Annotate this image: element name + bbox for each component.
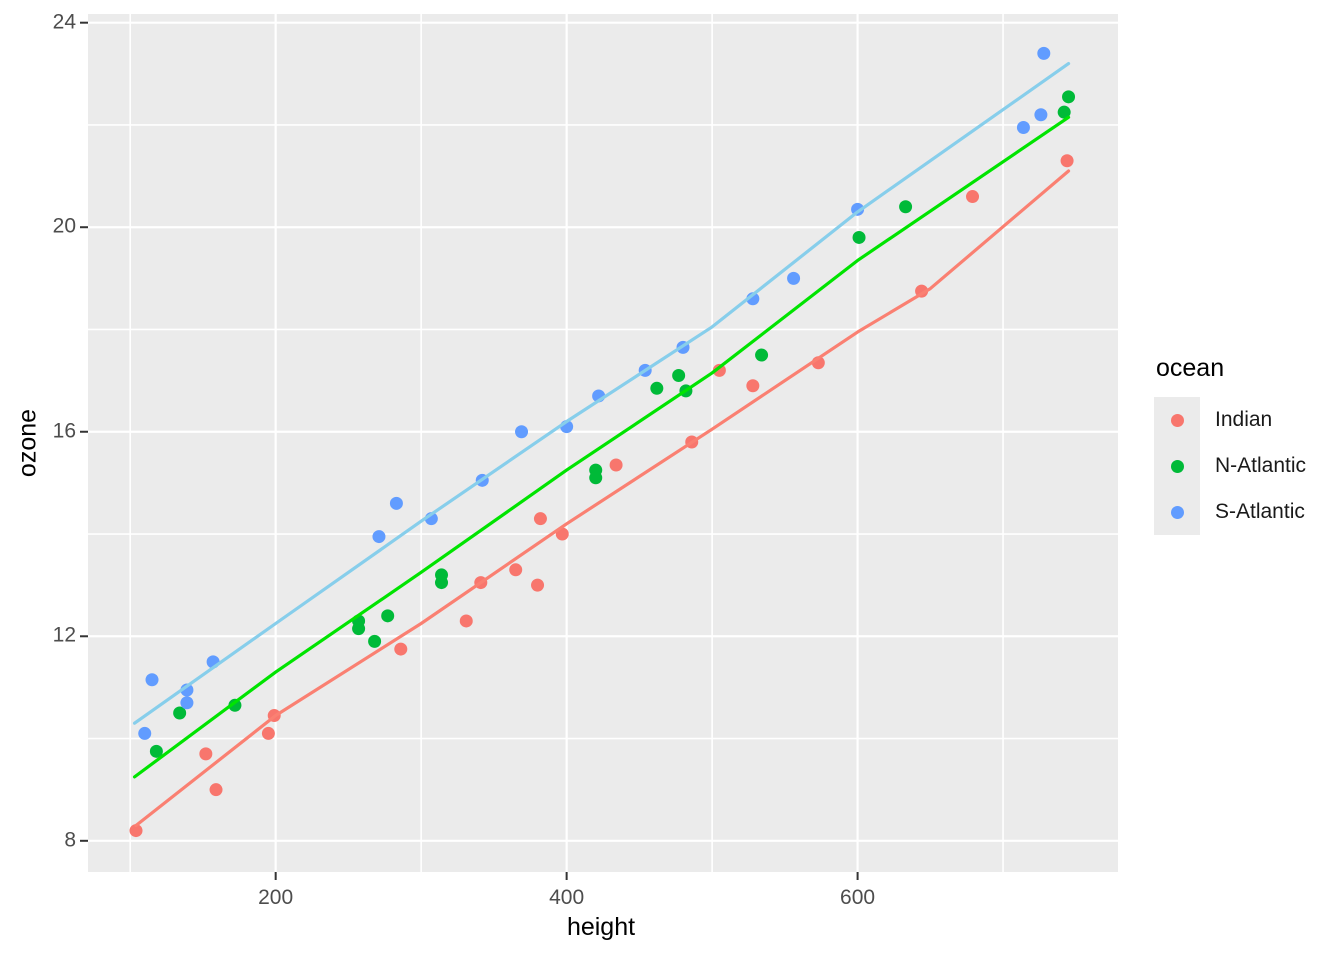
- y-axis-tick-label: 16: [52, 419, 76, 443]
- data-point-indian: [1060, 154, 1074, 168]
- trend-line-s-atlantic: [132, 61, 1071, 725]
- data-point-indian: [746, 379, 760, 393]
- legend: ocean Indian N-Atlantic S-Atlantic: [1154, 354, 1306, 535]
- data-point-s-atlantic: [515, 425, 529, 439]
- data-point-n-atlantic: [1062, 90, 1076, 104]
- data-point-n-atlantic: [650, 381, 664, 395]
- legend-item-n-atlantic: N-Atlantic: [1154, 443, 1306, 489]
- data-point-n-atlantic: [149, 744, 163, 758]
- legend-item-s-atlantic: S-Atlantic: [1154, 489, 1306, 535]
- legend-label: N-Atlantic: [1215, 454, 1307, 477]
- data-point-n-atlantic: [589, 471, 603, 485]
- legend-dot-icon: [1170, 505, 1184, 519]
- data-point-n-atlantic: [1057, 105, 1071, 119]
- y-axis-tick-label: 24: [52, 10, 76, 34]
- legend-label: S-Atlantic: [1215, 500, 1305, 523]
- data-point-indian: [199, 747, 213, 761]
- data-point-indian: [394, 642, 408, 656]
- x-axis-tick-label: 200: [258, 886, 294, 909]
- data-point-n-atlantic: [352, 622, 366, 636]
- legend-dot-icon: [1170, 459, 1184, 473]
- data-point-n-atlantic: [852, 230, 866, 244]
- data-point-indian: [609, 458, 623, 472]
- data-point-indian: [712, 363, 726, 377]
- legend-key: [1154, 397, 1200, 443]
- data-point-s-atlantic: [372, 530, 386, 544]
- data-point-n-atlantic: [173, 706, 187, 720]
- data-point-indian: [533, 512, 547, 526]
- y-axis-tick-label: 12: [52, 623, 76, 647]
- legend-key: [1154, 443, 1200, 489]
- trend-line-indian: [134, 169, 1071, 828]
- data-point-s-atlantic: [787, 271, 801, 285]
- data-point-n-atlantic: [755, 348, 769, 362]
- x-axis-tick-label: 600: [840, 886, 876, 909]
- x-axis-title: height: [566, 913, 636, 941]
- legend-items: Indian N-Atlantic S-Atlantic: [1154, 397, 1306, 535]
- legend-key: [1154, 489, 1200, 535]
- data-point-indian: [209, 783, 223, 797]
- y-axis-tick-label: 20: [52, 214, 76, 238]
- data-point-n-atlantic: [381, 609, 395, 623]
- data-point-indian: [531, 578, 545, 592]
- data-point-indian: [509, 563, 523, 577]
- legend-title: ocean: [1156, 354, 1225, 382]
- data-point-indian: [459, 614, 473, 628]
- legend-dot-icon: [1170, 413, 1184, 427]
- data-point-s-atlantic: [138, 726, 152, 740]
- y-axis-tick-label: 8: [64, 828, 76, 852]
- data-point-s-atlantic: [145, 673, 159, 687]
- data-point-s-atlantic: [1034, 108, 1048, 122]
- data-point-n-atlantic: [368, 634, 382, 648]
- data-point-n-atlantic: [672, 369, 686, 383]
- data-point-indian: [966, 190, 980, 204]
- x-axis-tick-label: 400: [549, 886, 585, 909]
- data-point-indian: [261, 726, 275, 740]
- trend-line-n-atlantic: [132, 115, 1071, 779]
- data-point-indian: [129, 824, 143, 838]
- data-point-s-atlantic: [1037, 46, 1051, 60]
- legend-label: Indian: [1215, 408, 1273, 431]
- data-point-n-atlantic: [435, 576, 449, 590]
- data-point-n-atlantic: [228, 698, 242, 712]
- legend-item-indian: Indian: [1154, 397, 1306, 443]
- data-point-s-atlantic: [1016, 121, 1030, 135]
- data-point-n-atlantic: [899, 200, 913, 214]
- data-point-s-atlantic: [180, 696, 194, 710]
- data-point-s-atlantic: [389, 496, 403, 510]
